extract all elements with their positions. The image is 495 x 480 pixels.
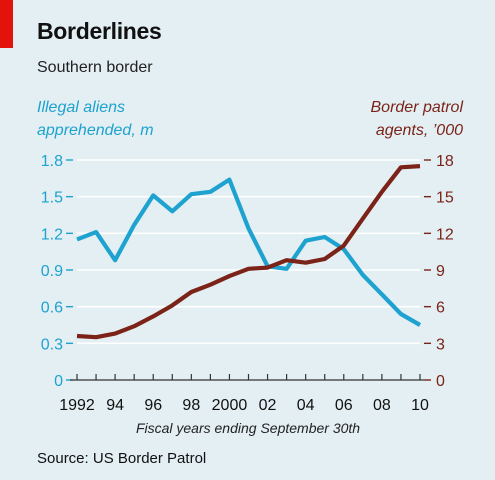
x-tick-label: 06 — [335, 397, 353, 414]
right-tick-label: 12 — [436, 226, 454, 243]
x-tick-label: 96 — [144, 397, 162, 414]
source-note: Source: US Border Patrol — [37, 450, 207, 467]
right-tick-label: 9 — [436, 263, 445, 280]
x-tick-label: 08 — [373, 397, 391, 414]
right-tick-label: 3 — [436, 336, 445, 353]
x-axis-title: Fiscal years ending September 30th — [136, 420, 360, 436]
chart-subtitle: Southern border — [37, 59, 153, 76]
accent-bar — [0, 0, 13, 48]
x-tick-label: 10 — [411, 397, 429, 414]
right-tick-label: 0 — [436, 373, 445, 390]
right-tick-label: 15 — [436, 190, 454, 207]
left-tick-label: 1.2 — [41, 226, 63, 243]
left-tick-label: 1.8 — [41, 153, 63, 170]
x-tick-label: 2000 — [212, 397, 248, 414]
left-axis-title: Illegal aliens apprehended, m — [37, 99, 154, 139]
left-tick-label: 0.6 — [41, 300, 63, 317]
x-tick-label: 94 — [106, 397, 124, 414]
right-axis-title: Border patrol agents, ’000 — [370, 99, 464, 139]
x-tick-label: 98 — [182, 397, 200, 414]
chart-title: Borderlines — [37, 18, 162, 44]
right-tick-label: 6 — [436, 300, 445, 317]
agents-line — [76, 164, 421, 340]
left-tick-label: 0.3 — [41, 336, 63, 353]
left-tick-label: 0.9 — [41, 263, 63, 280]
x-tick-label: 1992 — [59, 397, 95, 414]
left-tick-label: 1.5 — [41, 190, 63, 207]
left-tick-label: 0 — [54, 373, 63, 390]
apprehensions-line — [76, 177, 422, 327]
x-tick-label: 02 — [259, 397, 277, 414]
x-tick-label: 04 — [297, 397, 315, 414]
right-tick-label: 18 — [436, 153, 454, 170]
